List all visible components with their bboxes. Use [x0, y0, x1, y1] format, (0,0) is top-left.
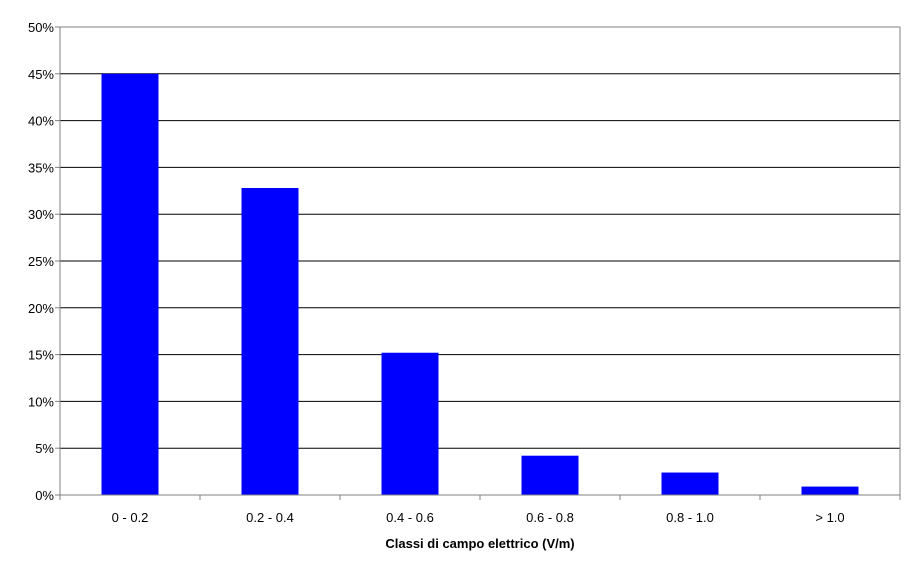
y-tick-label: 50%: [28, 20, 54, 35]
y-tick-label: 15%: [28, 348, 54, 363]
x-tick-label: > 1.0: [815, 510, 844, 525]
y-tick-labels: 0% 5% 10% 15% 20% 25% 30% 35% 40% 45% 50%: [28, 20, 54, 503]
y-tick-label: 5%: [35, 441, 54, 456]
y-tick-label: 45%: [28, 67, 54, 82]
x-tick-labels: 0 - 0.2 0.2 - 0.4 0.4 - 0.6 0.6 - 0.8 0.8 - …: [112, 510, 845, 525]
x-tick-label: 0.4 - 0.6: [386, 510, 434, 525]
x-tick-label: 0.2 - 0.4: [246, 510, 294, 525]
x-axis-title: Classi di campo elettrico (V/m): [385, 536, 574, 551]
y-tick-label: 25%: [28, 254, 54, 269]
x-tick-label: 0.8 - 1.0: [666, 510, 714, 525]
bar: [661, 472, 719, 495]
y-tick-label: 40%: [28, 114, 54, 129]
bar: [241, 187, 299, 495]
bar: [801, 486, 859, 495]
y-tick-label: 10%: [28, 394, 54, 409]
bar: [521, 455, 579, 495]
y-tick-label: 20%: [28, 301, 54, 316]
bars: [101, 73, 859, 496]
x-tick-label: 0 - 0.2: [112, 510, 149, 525]
axes: [55, 26, 901, 500]
y-tick-label: 35%: [28, 160, 54, 175]
bar: [381, 352, 439, 495]
bar: [101, 73, 159, 496]
x-tick-label: 0.6 - 0.8: [526, 510, 574, 525]
y-tick-label: 0%: [35, 488, 54, 503]
y-tick-label: 30%: [28, 207, 54, 222]
gridlines: [60, 26, 900, 449]
